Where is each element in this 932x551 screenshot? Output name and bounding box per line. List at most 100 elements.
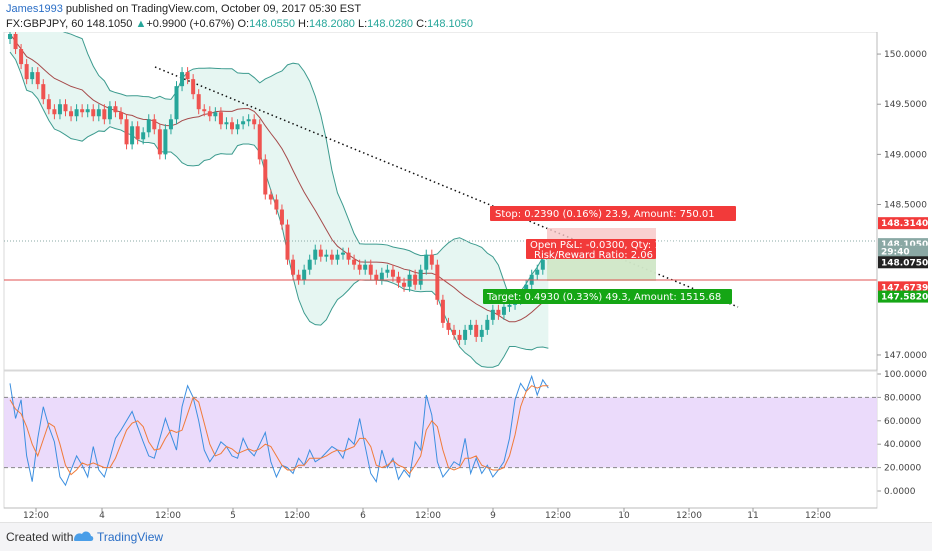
candle-body [24, 64, 29, 80]
author-link[interactable]: James1993 [6, 3, 63, 15]
price-tag-box [878, 245, 928, 258]
price-tick-label: 149.5000 [884, 100, 927, 110]
change-up-icon: ▲ [135, 18, 147, 30]
stoch-tick-label: 60.0000 [884, 417, 921, 427]
candle-body [91, 109, 96, 117]
price-axis-bg [877, 32, 932, 508]
stochastic-pane[interactable] [3, 370, 878, 509]
candle-body [307, 259, 312, 270]
trendline[interactable] [154, 66, 739, 308]
candle-body [13, 34, 18, 50]
candle-body [540, 259, 545, 270]
candle-body [174, 86, 179, 120]
risk-reward-label: Risk/Reward Ratio: 2.06 [534, 250, 653, 261]
candle-body [180, 72, 185, 87]
stoch-tick-label: 20.0000 [884, 464, 921, 474]
low-value: 148.0280 [367, 18, 414, 30]
candle-body [424, 254, 429, 270]
candle-body [224, 122, 229, 125]
time-tick-label: 10 [618, 511, 630, 521]
published-text: published on TradingView.com, October 09… [62, 3, 362, 15]
candle-body [285, 224, 290, 260]
price-tag-label: 148.1050 [881, 240, 928, 250]
high-label: H: [294, 18, 310, 30]
candle-body [429, 254, 434, 265]
price-tag-label: 148.3140 [881, 219, 928, 229]
candle-body [246, 119, 251, 122]
candle-body [302, 269, 307, 280]
candle-body [385, 269, 390, 273]
candle-body [291, 259, 296, 275]
price-tick-label: 148.5000 [884, 201, 927, 211]
price-tick-label: 149.0000 [884, 150, 927, 160]
price-tick-label: 150.0000 [884, 50, 927, 60]
candle-body [124, 119, 129, 145]
candle-body [41, 84, 46, 100]
close-value: 148.1050 [427, 18, 474, 30]
candle-body [213, 112, 218, 117]
candle-body [218, 112, 223, 125]
target-label-box [483, 289, 732, 304]
candle-body [379, 272, 384, 280]
candle-body [457, 334, 462, 340]
publish-line: James1993 published on TradingView.com, … [6, 3, 361, 15]
time-tick-label: 12:00 [676, 511, 702, 521]
stoch-tick-label: 80.0000 [884, 393, 921, 403]
candle-body [335, 254, 340, 260]
candle-body [135, 126, 140, 140]
candle-body [168, 119, 173, 130]
candles [8, 32, 551, 345]
main-pane[interactable] [3, 32, 878, 371]
candle-body [263, 159, 268, 195]
candle-body [279, 209, 284, 225]
price-tag-box [878, 290, 928, 303]
candle-body [341, 252, 345, 255]
open-pl-box [526, 239, 656, 259]
created-with-label: Created with [6, 530, 74, 544]
candle-body [85, 109, 90, 113]
open-label: O: [234, 18, 250, 30]
candle-body [346, 252, 351, 260]
low-label: L: [354, 18, 368, 30]
footer-bar: Created with TradingView [0, 522, 932, 551]
time-tick-label: 12:00 [805, 511, 831, 521]
chart-area[interactable]: Stop: 0.2390 (0.16%) 23.9, Amount: 750.0… [0, 32, 932, 522]
candle-body [252, 119, 257, 125]
tradingview-logo-icon[interactable] [72, 529, 94, 543]
candle-body [235, 124, 240, 130]
price-axis[interactable]: 150.0000 149.5000 149.0000 148.5000 147.0000… [876, 32, 932, 508]
stoch-tick-label: 0.0000 [884, 487, 916, 497]
stochastic-band [4, 397, 877, 468]
chart-header: James1993 published on TradingView.com, … [4, 0, 924, 32]
symbol-price: FX:GBPJPY, 60 148.1050 [6, 18, 136, 30]
candle-body [163, 129, 168, 155]
candle-body [57, 104, 62, 115]
change-value: +0.9900 (+0.67%) [146, 18, 235, 30]
candle-body [485, 319, 490, 330]
candle-body [141, 132, 146, 140]
tradingview-link[interactable]: TradingView [97, 530, 164, 544]
time-tick-label: 12:00 [415, 511, 441, 521]
candle-body [357, 264, 362, 270]
candle-body [30, 72, 35, 80]
candle-body [507, 304, 512, 307]
main-pane-frame [3, 32, 878, 371]
long-position-tool[interactable]: Stop: 0.2390 (0.16%) 23.9, Amount: 750.0… [4, 206, 877, 304]
candle-body [230, 122, 234, 130]
candle-body [468, 324, 473, 330]
time-axis[interactable]: 12:00 4 12:00 5 12:00 6 12:00 9 12:00 10 12:00 11 12… [4, 507, 877, 521]
time-tick-label: 12:00 [23, 511, 49, 521]
candle-body [463, 329, 468, 340]
candle-body [96, 109, 101, 117]
price-tag-label: 29:40 [881, 248, 910, 258]
candle-body [318, 249, 323, 257]
candle-body [80, 109, 85, 113]
open-value: 148.0550 [249, 18, 295, 30]
candle-body [257, 124, 262, 160]
price-tag-label: 147.5820 [881, 293, 928, 303]
time-tick-label: 12:00 [284, 511, 310, 521]
price-tag-box [878, 217, 928, 230]
stop-label: Stop: 0.2390 (0.16%) 23.9, Amount: 750.0… [495, 209, 715, 220]
candle-body [479, 329, 484, 337]
candle-body [474, 324, 479, 337]
